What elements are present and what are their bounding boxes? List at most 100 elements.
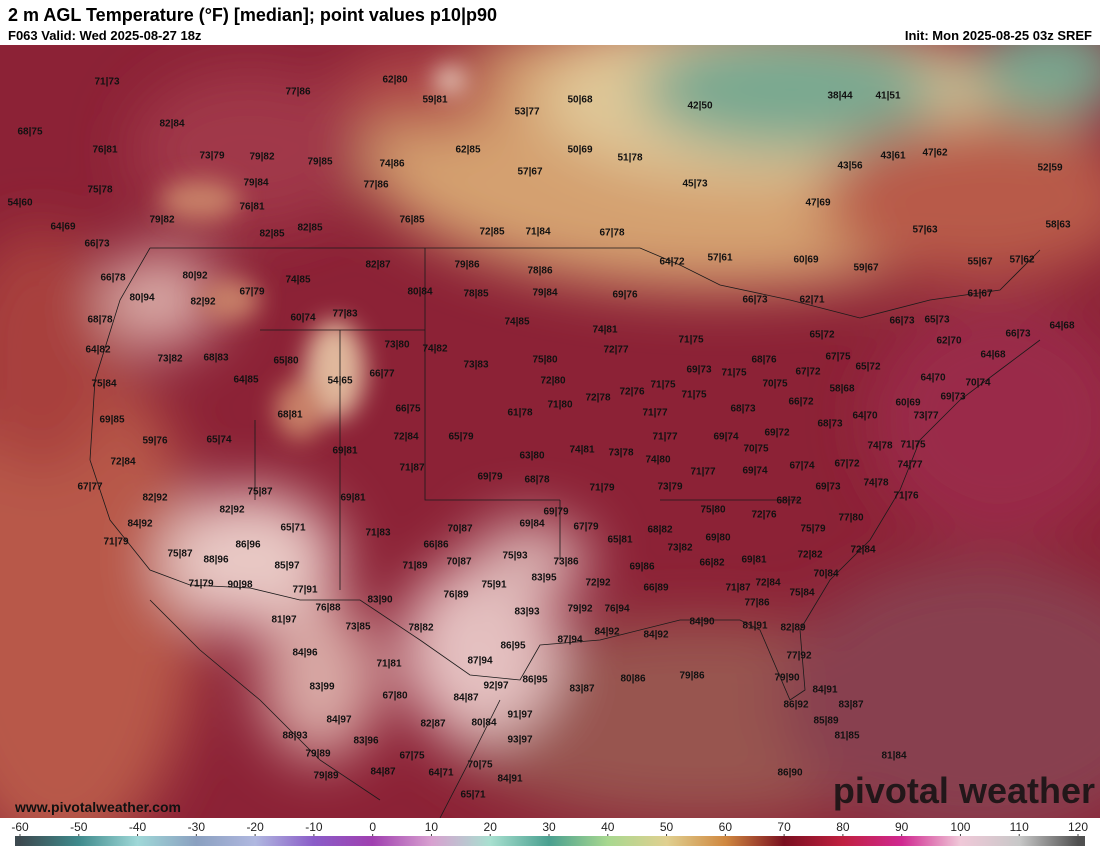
point-value: 87|94 xyxy=(557,635,582,646)
point-value: 73|83 xyxy=(463,360,488,371)
point-value: 84|91 xyxy=(812,685,837,696)
point-value: 79|84 xyxy=(532,288,557,299)
valid-time: F063 Valid: Wed 2025-08-27 18z xyxy=(8,28,202,43)
point-value: 52|59 xyxy=(1037,163,1062,174)
point-value: 73|77 xyxy=(913,411,938,422)
point-value: 57|61 xyxy=(707,253,732,264)
point-value: 75|87 xyxy=(247,487,272,498)
point-value: 69|84 xyxy=(519,519,544,530)
point-value: 86|95 xyxy=(500,641,525,652)
point-value: 68|72 xyxy=(776,496,801,507)
colorbar-tick-label: 80 xyxy=(836,820,850,834)
point-value: 71|80 xyxy=(547,400,572,411)
colorbar-tick-label: 30 xyxy=(542,820,556,834)
point-value: 77|80 xyxy=(838,513,863,524)
point-value: 80|86 xyxy=(620,674,645,685)
point-value: 65|73 xyxy=(924,315,949,326)
point-value: 67|77 xyxy=(77,482,102,493)
colorbar xyxy=(15,836,1085,846)
point-value: 77|86 xyxy=(363,180,388,191)
point-value: 55|67 xyxy=(967,257,992,268)
point-value: 59|76 xyxy=(142,436,167,447)
point-value: 50|69 xyxy=(567,145,592,156)
point-value: 47|62 xyxy=(922,148,947,159)
point-value: 67|75 xyxy=(399,751,424,762)
point-value: 86|90 xyxy=(777,768,802,779)
point-value: 66|75 xyxy=(395,404,420,415)
point-value: 64|85 xyxy=(233,375,258,386)
point-value: 79|90 xyxy=(774,673,799,684)
point-value: 82|89 xyxy=(780,623,805,634)
point-value: 69|76 xyxy=(612,290,637,301)
point-value: 72|84 xyxy=(755,578,780,589)
point-value: 79|85 xyxy=(307,157,332,168)
point-value: 65|81 xyxy=(607,535,632,546)
point-value: 61|78 xyxy=(507,408,532,419)
point-value: 76|81 xyxy=(239,202,264,213)
point-value: 66|73 xyxy=(742,295,767,306)
point-value: 79|82 xyxy=(149,215,174,226)
point-value: 66|82 xyxy=(699,558,724,569)
point-value: 70|74 xyxy=(965,378,990,389)
point-value: 66|78 xyxy=(100,273,125,284)
point-value: 80|84 xyxy=(407,287,432,298)
point-value: 73|85 xyxy=(345,622,370,633)
point-value: 66|86 xyxy=(423,540,448,551)
point-value: 72|77 xyxy=(603,345,628,356)
point-value: 75|79 xyxy=(800,524,825,535)
point-value: 84|90 xyxy=(689,617,714,628)
point-value: 84|96 xyxy=(292,648,317,659)
point-value: 75|84 xyxy=(789,588,814,599)
temperature-field xyxy=(0,45,1100,818)
point-value: 59|67 xyxy=(853,263,878,274)
point-value: 64|70 xyxy=(920,373,945,384)
point-value: 84|92 xyxy=(127,519,152,530)
point-value: 70|84 xyxy=(813,569,838,580)
point-value: 71|77 xyxy=(690,467,715,478)
point-value: 84|92 xyxy=(643,630,668,641)
point-value: 64|69 xyxy=(50,222,75,233)
point-value: 77|92 xyxy=(786,651,811,662)
point-value: 83|99 xyxy=(309,682,334,693)
point-value: 74|78 xyxy=(863,478,888,489)
point-value: 45|73 xyxy=(682,179,707,190)
point-value: 69|74 xyxy=(713,432,738,443)
point-value: 76|89 xyxy=(443,590,468,601)
point-value: 81|84 xyxy=(881,751,906,762)
point-value: 67|79 xyxy=(239,287,264,298)
point-value: 75|78 xyxy=(87,185,112,196)
point-value: 86|96 xyxy=(235,540,260,551)
site-url: www.pivotalweather.com xyxy=(14,799,181,815)
point-value: 75|80 xyxy=(700,505,725,516)
colorbar-tick-label: -40 xyxy=(129,820,147,834)
point-value: 84|91 xyxy=(497,774,522,785)
point-value: 72|78 xyxy=(585,393,610,404)
point-value: 70|87 xyxy=(446,557,471,568)
point-value: 50|68 xyxy=(567,95,592,106)
point-value: 71|87 xyxy=(725,583,750,594)
point-value: 88|93 xyxy=(282,731,307,742)
colorbar-tick-label: -30 xyxy=(188,820,206,834)
point-value: 69|72 xyxy=(764,428,789,439)
point-value: 77|86 xyxy=(744,598,769,609)
point-value: 65|79 xyxy=(448,432,473,443)
title: 2 m AGL Temperature (°F) [median]; point… xyxy=(8,5,497,25)
point-value: 80|84 xyxy=(471,718,496,729)
point-value: 65|71 xyxy=(280,523,305,534)
point-value: 79|84 xyxy=(243,178,268,189)
point-value: 69|79 xyxy=(477,472,502,483)
colorbar-tick-label: 20 xyxy=(484,820,498,834)
point-value: 79|86 xyxy=(454,260,479,271)
point-value: 71|76 xyxy=(893,491,918,502)
point-value: 64|71 xyxy=(428,768,453,779)
point-value: 67|80 xyxy=(382,691,407,702)
point-value: 79|86 xyxy=(679,671,704,682)
point-value: 92|97 xyxy=(483,681,508,692)
point-value: 68|82 xyxy=(647,525,672,536)
point-value: 84|97 xyxy=(326,715,351,726)
point-value: 71|89 xyxy=(402,561,427,572)
point-value: 74|77 xyxy=(897,460,922,471)
point-value: 71|79 xyxy=(589,483,614,494)
point-value: 65|71 xyxy=(460,790,485,801)
point-value: 85|97 xyxy=(274,561,299,572)
